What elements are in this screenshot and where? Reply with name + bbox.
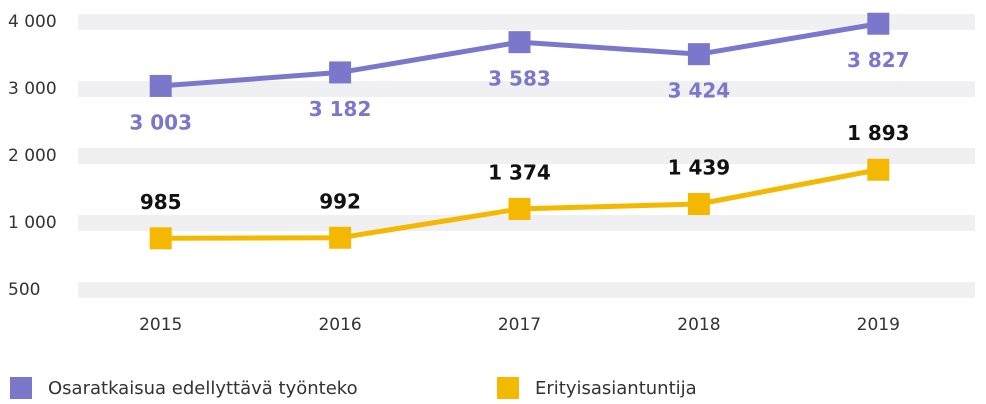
- point: [149, 227, 172, 250]
- value-label: 1 439: [668, 156, 731, 180]
- point: [329, 61, 352, 84]
- legend-label: Erityisasiantuntija: [535, 378, 697, 399]
- value-label: 3 003: [129, 110, 192, 134]
- value-label: 1 893: [847, 121, 910, 145]
- y-tick-label: 2 000: [8, 146, 57, 166]
- point: [867, 158, 890, 181]
- grid-band: [78, 215, 975, 231]
- grid-band: [78, 148, 975, 164]
- point: [687, 193, 710, 216]
- point: [508, 197, 531, 220]
- value-label: 3 583: [488, 67, 551, 91]
- legend-label: Osaratkaisua edellyttävä työnteko: [48, 378, 358, 399]
- x-tick-label: 2016: [318, 315, 361, 335]
- x-tick-label: 2018: [677, 315, 720, 335]
- grid-band: [78, 81, 975, 97]
- y-tick-label: 1 000: [8, 213, 57, 233]
- point: [867, 12, 890, 35]
- grid-band: [78, 282, 975, 298]
- grid-band: [78, 14, 975, 30]
- value-label: 3 182: [309, 97, 372, 121]
- point: [329, 226, 352, 249]
- point: [687, 43, 710, 66]
- x-tick-label: 2015: [139, 315, 182, 335]
- y-tick-label: 3 000: [8, 79, 57, 99]
- value-label: 3 827: [847, 48, 910, 72]
- value-label: 992: [319, 189, 361, 213]
- point: [508, 31, 531, 54]
- point: [149, 74, 172, 97]
- y-tick-label: 500: [8, 280, 40, 300]
- legend-swatch: [10, 377, 32, 399]
- x-tick-label: 2019: [857, 315, 900, 335]
- value-label: 3 424: [668, 79, 731, 103]
- value-label: 1 374: [488, 160, 551, 184]
- legend-swatch: [497, 377, 519, 399]
- x-tick-label: 2017: [498, 315, 541, 335]
- y-tick-label: 4 000: [8, 12, 57, 32]
- value-label: 985: [140, 190, 182, 214]
